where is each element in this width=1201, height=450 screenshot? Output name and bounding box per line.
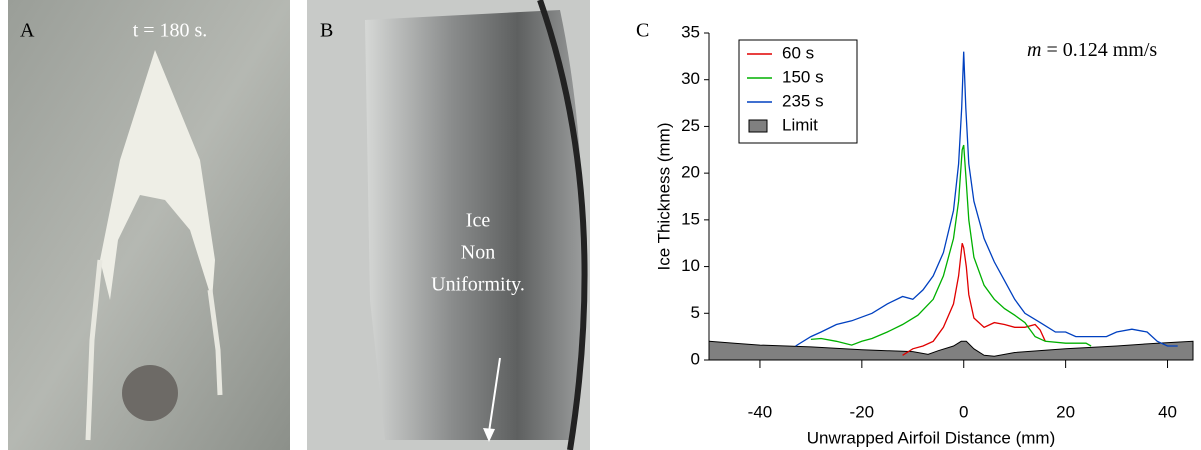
annotation-text: = 0.124 mm/s [1046,39,1157,61]
photo-text: Non [461,242,495,264]
y-tick-label: 25 [681,116,700,135]
figure: A t = 180 s. B Ice Non Uniformity. C 0 5 1… [0,0,1201,450]
photo-text: Ice [466,210,491,232]
annotation: m = 0.124 mm/s [1027,39,1157,61]
chart: 0 5 10 15 20 25 30 35 -40 -20 0 20 40 Unwrapped Airfo… [654,22,1193,447]
x-tick-label: 40 [1158,402,1177,421]
panel-letter: C [636,20,649,42]
line [811,145,1091,346]
legend-label: 235 s [782,91,824,110]
x-tick-label: -20 [850,402,875,421]
x-tick-label: 20 [1056,402,1075,421]
panel-letter: B [320,20,333,42]
x-axis-label: Unwrapped Airfoil Distance (mm) [807,428,1055,447]
page: {"panels": {"a": {"letter": "A", "captio… [0,0,1201,450]
y-axis-label: Ice Thickness (mm) [654,123,673,271]
legend-label: Limit [782,115,818,134]
legend-label: 60 s [782,43,814,62]
annotation-symbol: m [1027,39,1041,61]
x-tick-label: -40 [748,402,773,421]
x-tick-label: 0 [959,402,968,421]
y-tick-label: 10 [681,256,700,275]
panel-letter: A [20,20,35,42]
y-tick-label: 35 [681,22,700,41]
legend-swatch [749,120,767,132]
y-tick-label: 30 [681,69,700,88]
y-tick-label: 0 [691,349,700,368]
y-tick-label: 15 [681,209,700,228]
y-tick-label: 5 [691,303,700,322]
line [903,243,1046,355]
y-tick-label: 20 [681,163,700,182]
photo-text: Uniformity. [431,274,525,296]
photo-b: B Ice Non Uniformity. [307,0,590,450]
photo-caption: t = 180 s. [133,20,208,42]
area [709,341,1193,360]
photo-a: A t = 180 s. [8,0,290,450]
legend-label: 150 s [782,67,824,86]
